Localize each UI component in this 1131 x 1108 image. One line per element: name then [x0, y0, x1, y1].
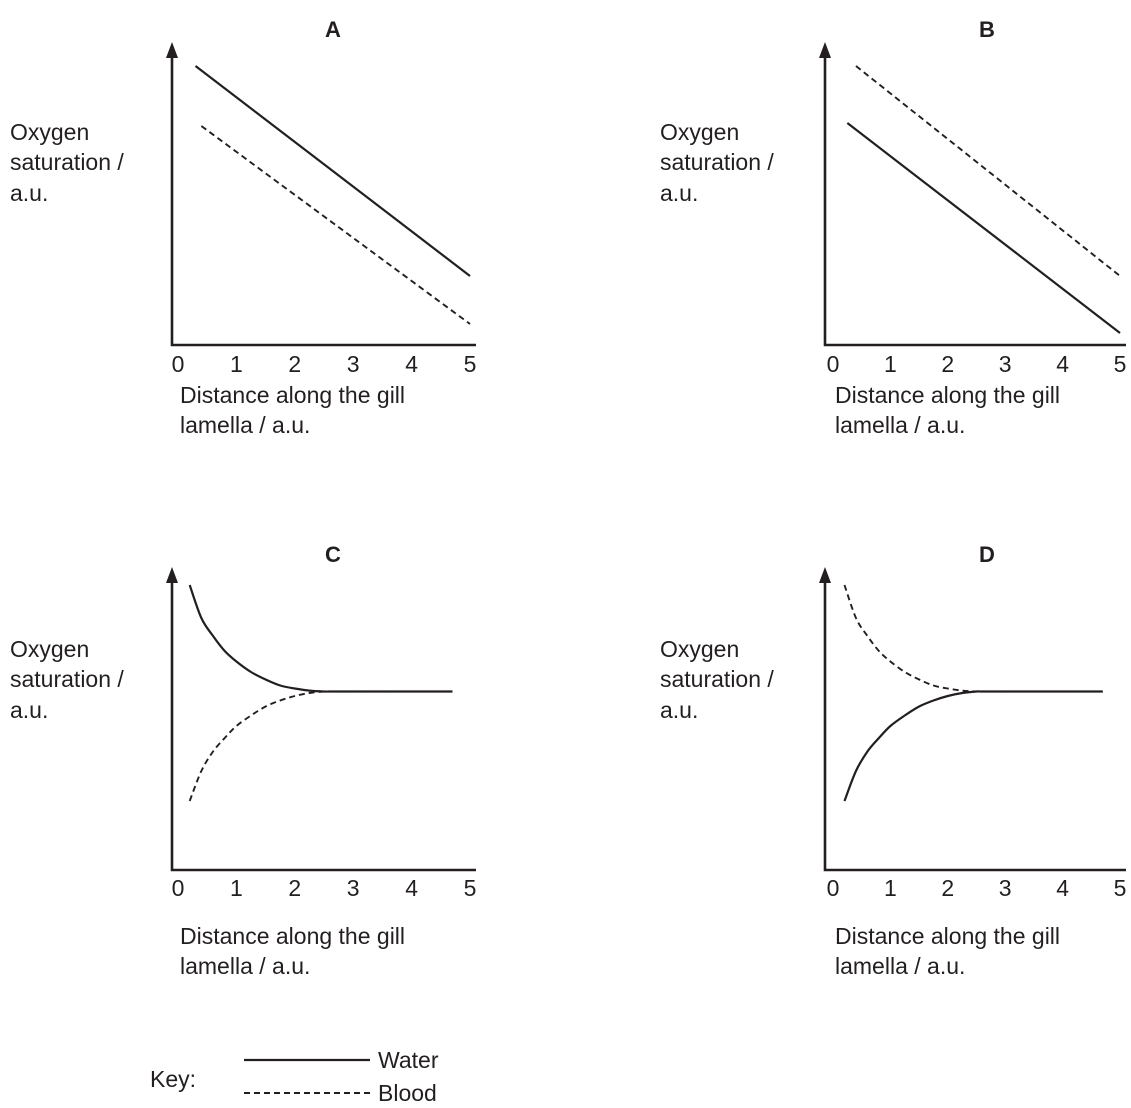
panel-b-y-label-1: Oxygen: [660, 119, 739, 145]
panel-a-x-tick-3: 3: [347, 351, 360, 377]
panel-c-axes: [170, 579, 476, 872]
panel-c: C Oxygen saturation / a.u. 0 1 2 3 4 5 Distance al…: [10, 542, 476, 979]
panel-b-x-tick-5: 5: [1114, 351, 1127, 377]
panel-b-title: B: [979, 17, 995, 42]
panel-d-x-label-2: lamella / a.u.: [835, 953, 965, 979]
panel-a-title: A: [325, 17, 341, 42]
panel-a-y-label-3: a.u.: [10, 180, 48, 206]
panel-c-y-label-1: Oxygen: [10, 636, 89, 662]
panel-a-x-label-1: Distance along the gill: [180, 382, 405, 408]
panel-a-y-label-2: saturation /: [10, 149, 124, 175]
panel-c-x-tick-3: 3: [347, 875, 360, 901]
panel-b: B Oxygen saturation / a.u. 0 1 2 3 4 5 Distance al…: [660, 17, 1126, 438]
panel-d-x-tick-2: 2: [941, 875, 954, 901]
panel-b-x-tick-1: 1: [884, 351, 897, 377]
panel-b-x-tick-0: 0: [827, 351, 840, 377]
panel-a-x-tick-2: 2: [288, 351, 301, 377]
panel-b-x-tick-2: 2: [941, 351, 954, 377]
panel-c-y-label-2: saturation /: [10, 666, 124, 692]
panel-d-y-label-2: saturation /: [660, 666, 774, 692]
panel-a-axes: [170, 54, 476, 347]
panel-c-x-tick-1: 1: [230, 875, 243, 901]
panel-b-y-label-2: saturation /: [660, 149, 774, 175]
panel-d-x-tick-0: 0: [827, 875, 840, 901]
panel-c-x-tick-5: 5: [464, 875, 477, 901]
panel-b-y-label-3: a.u.: [660, 180, 698, 206]
legend-water-label: Water: [378, 1047, 439, 1073]
panel-b-series-water: [846, 122, 1121, 334]
panel-b-axes: [823, 54, 1126, 347]
panel-d: D Oxygen saturation / a.u. 0 1 2 3 4 5 Distance al…: [660, 542, 1126, 979]
legend-blood-label: Blood: [378, 1080, 437, 1106]
panel-a-x-tick-4: 4: [405, 351, 418, 377]
panel-b-x-tick-3: 3: [999, 351, 1012, 377]
panel-c-x-label-1: Distance along the gill: [180, 923, 405, 949]
panel-b-x-label-1: Distance along the gill: [835, 382, 1060, 408]
panel-d-x-tick-4: 4: [1056, 875, 1069, 901]
panel-d-y-axis-arrow: [819, 567, 831, 583]
panel-c-title: C: [325, 542, 341, 567]
panel-d-series-blood: [843, 584, 1103, 693]
panel-c-x-tick-0: 0: [172, 875, 185, 901]
panel-d-x-tick-5: 5: [1114, 875, 1127, 901]
panel-a-x-tick-0: 0: [172, 351, 185, 377]
panel-c-series-water: [188, 584, 453, 693]
panel-d-x-tick-3: 3: [999, 875, 1012, 901]
panel-a: A Oxygen saturation / a.u. 0 1 2 3 4 5 Distance al…: [10, 17, 476, 438]
panel-c-x-tick-4: 4: [405, 875, 418, 901]
panel-c-x-label-2: lamella / a.u.: [180, 953, 310, 979]
legend: Key: Water Blood: [150, 1047, 439, 1106]
panel-c-x-tick-2: 2: [288, 875, 301, 901]
chart-panels: A Oxygen saturation / a.u. 0 1 2 3 4 5 Distance al…: [10, 17, 1126, 979]
panel-a-y-label-1: Oxygen: [10, 119, 89, 145]
panel-c-y-label-3: a.u.: [10, 697, 48, 723]
panel-a-y-axis-arrow: [166, 42, 178, 58]
panel-a-x-tick-5: 5: [464, 351, 477, 377]
panel-a-x-label-2: lamella / a.u.: [180, 412, 310, 438]
panel-d-series-water: [843, 690, 1103, 802]
panel-a-x-tick-1: 1: [230, 351, 243, 377]
panel-c-y-axis-arrow: [166, 567, 178, 583]
panel-b-x-tick-4: 4: [1056, 351, 1069, 377]
panel-d-y-label-3: a.u.: [660, 697, 698, 723]
panel-b-y-axis-arrow: [819, 42, 831, 58]
panel-d-x-label-1: Distance along the gill: [835, 923, 1060, 949]
panel-a-series-water: [194, 65, 471, 277]
panel-d-title: D: [979, 542, 995, 567]
panel-d-x-tick-1: 1: [884, 875, 897, 901]
panel-a-series-blood: [200, 125, 471, 325]
panel-d-axes: [823, 579, 1126, 872]
panel-c-series-blood: [188, 690, 453, 802]
panel-b-series-blood: [855, 65, 1121, 277]
panel-b-x-label-2: lamella / a.u.: [835, 412, 965, 438]
panel-d-y-label-1: Oxygen: [660, 636, 739, 662]
legend-title: Key:: [150, 1066, 196, 1092]
